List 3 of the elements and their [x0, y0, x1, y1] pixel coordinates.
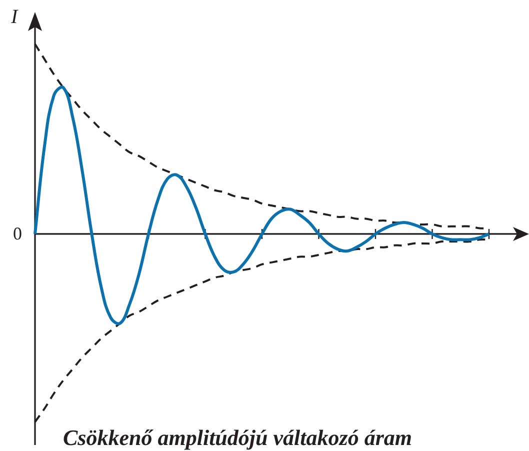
- y-axis-title: I: [11, 6, 18, 28]
- text: 0: [13, 224, 22, 244]
- text: Csökkenő amplitúdójú váltakozó áram: [63, 425, 412, 450]
